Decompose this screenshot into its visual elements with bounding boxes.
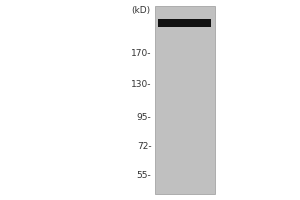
Bar [154, 6, 214, 194]
Bar [158, 20, 211, 26]
Text: 72-: 72- [137, 142, 152, 151]
Text: 130-: 130- [131, 80, 152, 89]
Text: 170-: 170- [131, 48, 152, 58]
Text: 55-: 55- [137, 171, 152, 180]
Text: 95-: 95- [137, 112, 152, 121]
Text: (kD): (kD) [131, 6, 150, 15]
